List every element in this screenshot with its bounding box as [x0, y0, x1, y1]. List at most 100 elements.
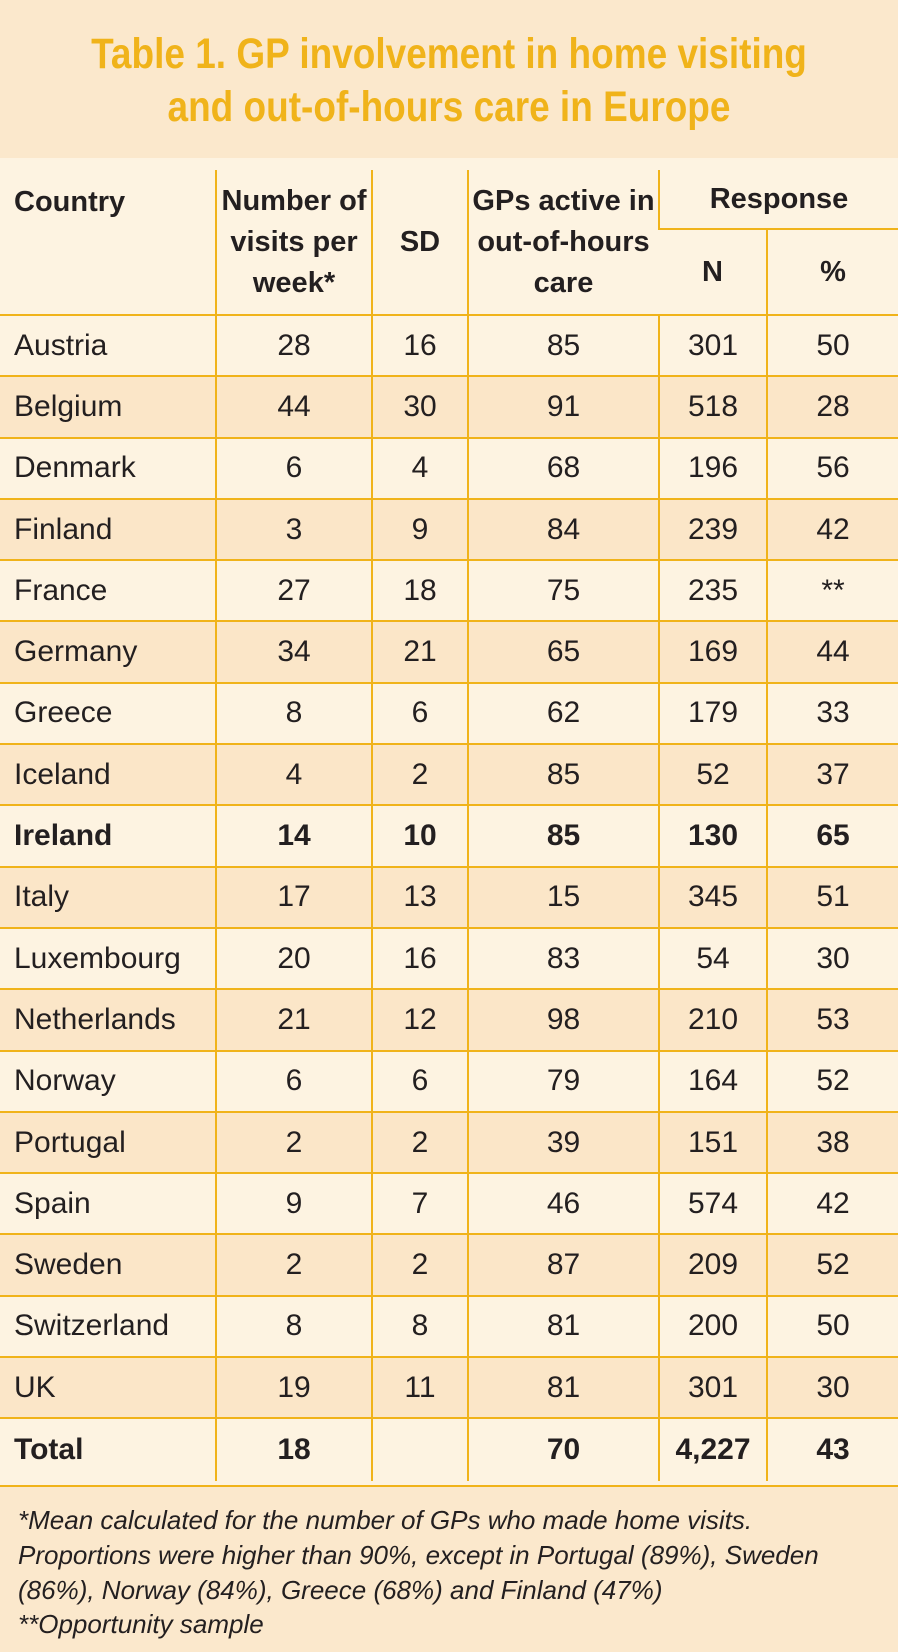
- cell-visits: 3: [215, 497, 372, 561]
- cell-visits: 6: [215, 436, 372, 499]
- cell-n: 239: [658, 497, 767, 561]
- cell-country: Austria: [0, 313, 216, 377]
- cell-n: 54: [658, 926, 767, 990]
- cell-visits: 19: [215, 1356, 372, 1419]
- table-row: Germany 34 21 65 169 44: [0, 620, 898, 683]
- header-ooh-line-2: out-of-hours: [477, 225, 650, 258]
- header-response-n: N: [659, 228, 767, 315]
- cell-country: France: [0, 559, 216, 622]
- cell-sd: 21: [371, 620, 468, 683]
- table-row: Greece 8 6 62 179 33: [0, 681, 898, 745]
- table-row: Norway 6 6 79 164 52: [0, 1049, 898, 1112]
- cell-ooh: 46: [467, 1172, 659, 1235]
- header-sd: SD: [371, 170, 468, 315]
- table-row: Sweden 2 2 87 209 52: [0, 1233, 898, 1296]
- cell-ooh: 79: [467, 1049, 659, 1112]
- cell-pct: 53: [765, 988, 898, 1051]
- cell-pct: 37: [765, 743, 898, 806]
- cell-country: Italy: [0, 865, 216, 928]
- total-row: Total 18 70 4,227 43: [0, 1417, 898, 1482]
- cell-ooh: 83: [467, 926, 659, 990]
- cell-sd: 30: [371, 375, 468, 438]
- cell-n: 200: [658, 1294, 767, 1358]
- cell-visits: 6: [215, 1049, 372, 1112]
- cell-pct: 33: [765, 681, 898, 745]
- cell-ooh: 98: [467, 988, 659, 1051]
- cell-country: Germany: [0, 620, 216, 683]
- table-row: Belgium 44 30 91 518 28: [0, 375, 898, 438]
- table-row: Switzerland 8 8 81 200 50: [0, 1294, 898, 1358]
- cell-country: Ireland: [0, 804, 216, 867]
- cell-ooh: 85: [467, 743, 659, 806]
- cell-ooh: 85: [467, 804, 659, 867]
- cell-ooh: 62: [467, 681, 659, 745]
- cell-n: 130: [658, 804, 767, 867]
- cell-sd: 8: [371, 1294, 468, 1358]
- cell-sd: 2: [371, 743, 468, 806]
- cell-visits: 27: [215, 559, 372, 622]
- cell-sd: 10: [371, 804, 468, 867]
- cell-ooh: 39: [467, 1110, 659, 1174]
- cell-total-ooh: 70: [467, 1417, 659, 1482]
- cell-n: 164: [658, 1049, 767, 1112]
- table-title-line-1: Table 1. GP involvement in home visiting: [91, 30, 807, 78]
- cell-sd: 9: [371, 497, 468, 561]
- cell-sd: 2: [371, 1110, 468, 1174]
- cell-visits: 9: [215, 1172, 372, 1235]
- cell-pct: 42: [765, 497, 898, 561]
- cell-pct: 56: [765, 436, 898, 499]
- cell-n: 169: [658, 620, 767, 683]
- cell-n: 179: [658, 681, 767, 745]
- table-row: Luxembourg 20 16 83 54 30: [0, 926, 898, 990]
- header-visits-line-3: week*: [252, 266, 336, 299]
- cell-pct: 30: [765, 926, 898, 990]
- cell-n: 196: [658, 436, 767, 499]
- cell-ooh: 91: [467, 375, 659, 438]
- cell-country: Greece: [0, 681, 216, 745]
- cell-n: 518: [658, 375, 767, 438]
- cell-sd: 18: [371, 559, 468, 622]
- header-response-percent: %: [765, 228, 898, 315]
- gp-table: Country Number of visits per week* SD GP…: [0, 170, 898, 1482]
- cell-n: 301: [658, 1356, 767, 1419]
- cell-n: 235: [658, 559, 767, 622]
- cell-country: Portugal: [0, 1110, 216, 1174]
- cell-pct: 28: [765, 375, 898, 438]
- cell-sd: 6: [371, 681, 468, 745]
- cell-n: 301: [658, 313, 767, 377]
- cell-ooh: 85: [467, 313, 659, 377]
- cell-ooh: 15: [467, 865, 659, 928]
- footnote-mean: *Mean calculated for the number of GPs w…: [18, 1505, 819, 1605]
- cell-visits: 17: [215, 865, 372, 928]
- cell-country: Luxembourg: [0, 926, 216, 990]
- cell-ooh: 75: [467, 559, 659, 622]
- cell-pct: 44: [765, 620, 898, 683]
- cell-n: 209: [658, 1233, 767, 1296]
- cell-sd: 4: [371, 436, 468, 499]
- cell-ooh: 87: [467, 1233, 659, 1296]
- table-body: Austria 28 16 85 301 50 Belgium 44 30 91…: [0, 313, 898, 1482]
- cell-visits: 28: [215, 313, 372, 377]
- cell-pct: 50: [765, 1294, 898, 1358]
- cell-pct: 42: [765, 1172, 898, 1235]
- cell-total-n: 4,227: [658, 1417, 767, 1482]
- cell-sd: 16: [371, 313, 468, 377]
- header-response: Response: [657, 170, 898, 229]
- cell-visits: 44: [215, 375, 372, 438]
- cell-total-pct: 43: [765, 1417, 898, 1482]
- header-gps-out-of-hours: GPs active in out-of-hours care: [467, 170, 659, 315]
- table-row: UK 19 11 81 301 30: [0, 1356, 898, 1419]
- table-row: France 27 18 75 235 **: [0, 559, 898, 622]
- table-row: Denmark 6 4 68 196 56: [0, 436, 898, 499]
- cell-sd: 16: [371, 926, 468, 990]
- table-header: Country Number of visits per week* SD GP…: [0, 170, 898, 315]
- cell-visits: 4: [215, 743, 372, 806]
- cell-country: Spain: [0, 1172, 216, 1235]
- cell-visits: 21: [215, 988, 372, 1051]
- cell-ooh: 84: [467, 497, 659, 561]
- cell-n: 345: [658, 865, 767, 928]
- cell-ooh: 81: [467, 1294, 659, 1358]
- cell-country: Denmark: [0, 436, 216, 499]
- cell-pct: 52: [765, 1233, 898, 1296]
